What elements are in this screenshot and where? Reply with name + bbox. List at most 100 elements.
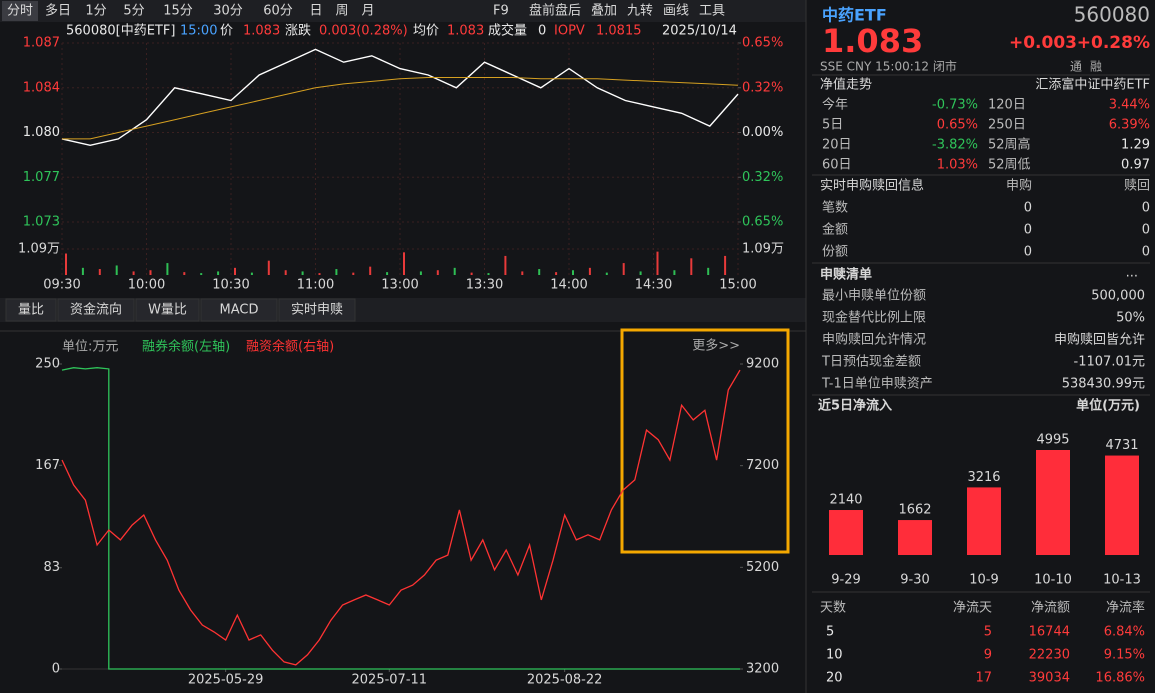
row-value: -1107.01元 [1074, 355, 1145, 370]
info-price: 1.083 [243, 24, 280, 39]
toolbar-tool[interactable]: 工具 [699, 4, 725, 19]
info-change-label: 涨跌 [285, 23, 311, 39]
nav-label: 52周高 [988, 137, 1031, 153]
toolbar-tab[interactable]: 多日 [45, 3, 71, 19]
tab[interactable]: MACD [220, 303, 259, 318]
table-cell: 6.84% [1104, 625, 1145, 640]
toolbar-tool[interactable]: 盘前盘后 [529, 3, 581, 19]
info-volume-label: 成交量 [488, 23, 527, 39]
volume-bar [318, 273, 321, 275]
y2-tick-label: 0.65% [742, 36, 783, 51]
y2-tick-label: 7200 [746, 458, 779, 473]
nav-value: -3.82% [932, 138, 978, 153]
section-title: 申赎清单 [820, 267, 872, 283]
toolbar-tab[interactable]: 周 [335, 4, 348, 19]
y-tick-label: 167 [35, 458, 60, 473]
nav-label: 今年 [822, 97, 848, 113]
tab-bg [5, 298, 57, 322]
toolbar-tool[interactable]: 画线 [663, 4, 689, 19]
y2-tick-label: 0.00% [742, 125, 783, 140]
toolbar-tab[interactable]: 5分 [123, 4, 144, 19]
y-tick-label: 0 [52, 662, 60, 677]
volume-bar [149, 270, 152, 275]
toolbar-tab[interactable]: 月 [361, 4, 374, 19]
table-cell: 39034 [1029, 671, 1070, 686]
tab[interactable]: 量比 [18, 303, 44, 318]
volume-bar [217, 271, 220, 275]
x-tick-label: 10:00 [128, 278, 165, 293]
tab-bg [135, 298, 200, 322]
volume-bar [419, 271, 422, 275]
last-price: 1.083 [822, 22, 923, 60]
row-label: 现金替代比例上限 [822, 310, 926, 326]
y-tick-label: 1.073 [23, 215, 60, 230]
volume-bar [335, 269, 338, 275]
toolbar-tool[interactable]: 九转 [627, 4, 653, 19]
category-label: 10-10 [1034, 573, 1072, 588]
legend-entry: 融券余额(左轴) [142, 339, 230, 355]
column-header: 净流额 [1031, 601, 1070, 616]
toolbar-tool[interactable]: F9 [493, 4, 509, 19]
volume-bar [386, 272, 389, 275]
nav-label: 52周低 [988, 158, 1031, 173]
row-value: 500,000 [1091, 289, 1145, 304]
tab-bg [278, 298, 356, 322]
nav-label: 60日 [822, 158, 852, 173]
toolbar-tab[interactable]: 30分 [213, 4, 243, 19]
table-cell: 20 [826, 671, 843, 686]
bar [1036, 450, 1070, 555]
tab[interactable]: W量比 [148, 303, 187, 318]
toolbar-tab[interactable]: 分时 [7, 4, 33, 19]
change-pct: +0.28% [1077, 33, 1150, 53]
volume-bar [639, 271, 642, 275]
tab[interactable]: 资金流向 [70, 302, 122, 318]
y2-tick-label: 9200 [746, 357, 779, 372]
toolbar-tab[interactable]: 日 [309, 4, 322, 19]
more[interactable]: ... [1126, 266, 1138, 281]
volume-bar [301, 271, 304, 275]
row-label: 份额 [822, 245, 848, 260]
row-value: 0 [1142, 223, 1150, 238]
volume-bar [487, 273, 490, 275]
highlight-box [620, 328, 790, 554]
volume-bar [132, 271, 135, 275]
volume-bar [183, 272, 186, 275]
tab[interactable]: 实时申赎 [291, 303, 343, 318]
info-avg-label: 均价 [413, 24, 439, 39]
info-time: 15:00 [180, 24, 217, 39]
info-iopv-label: IOPV [554, 24, 585, 39]
toolbar-tab[interactable]: 1分 [85, 4, 106, 19]
volume-bar [622, 263, 625, 275]
nav-label: 5日 [822, 118, 843, 133]
volume-bar [690, 258, 693, 275]
x-tick-label: 14:30 [635, 278, 672, 293]
volume-bar [250, 272, 253, 275]
y-tick-label: 250 [35, 357, 60, 372]
toolbar-tool[interactable]: 叠加 [591, 4, 617, 19]
toolbar-tab[interactable]: 15分 [163, 4, 193, 19]
row-label: 申购赎回允许情况 [822, 332, 926, 348]
more-link[interactable]: 更多>> [692, 338, 740, 354]
x-tick-label: 11:00 [297, 278, 334, 293]
volume-bar [724, 255, 727, 275]
row-value: 申购赎回皆允许 [1054, 332, 1145, 348]
toolbar-tab[interactable]: 60分 [263, 4, 293, 19]
info-avg: 1.083 [447, 24, 484, 39]
volume-bar [521, 271, 524, 275]
table-cell: 22230 [1029, 648, 1070, 663]
nav-value: 0.65% [937, 118, 978, 133]
x-tick-label: 2025-05-29 [188, 673, 264, 688]
volume-bar [436, 270, 439, 275]
nav-value: 3.44% [1109, 98, 1150, 113]
table-cell: 5 [826, 625, 834, 640]
table-cell: 17 [975, 671, 992, 686]
row-label: T日预估现金差额 [821, 354, 921, 370]
volume-bar [588, 267, 591, 275]
nav-label: 250日 [988, 118, 1026, 133]
volume-bar [267, 260, 270, 275]
change: +0.003 [1009, 33, 1077, 53]
volume-tick-label: 1.09万 [18, 242, 60, 257]
table-cell: 10 [826, 648, 843, 663]
